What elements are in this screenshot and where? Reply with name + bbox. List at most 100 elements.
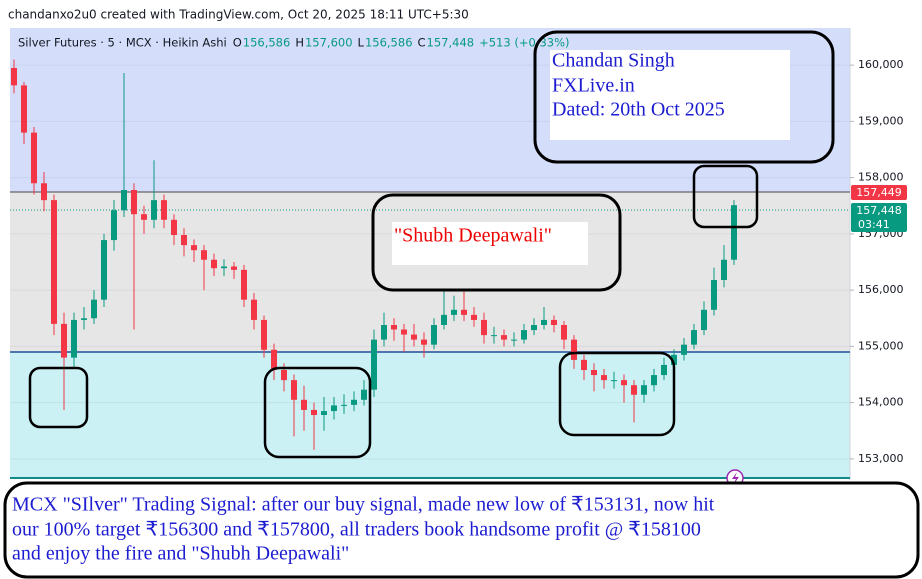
candle-body: [311, 409, 317, 415]
candle-body: [681, 344, 687, 355]
candle-body: [41, 183, 47, 201]
candle-body: [201, 250, 207, 260]
candle-body: [91, 299, 97, 319]
candle-body: [51, 200, 57, 324]
candle-body: [281, 370, 287, 381]
candle-body: [541, 319, 547, 325]
legend-value: 157,448: [427, 36, 475, 50]
price-axis: 153,000154,000155,000156,000157,000158,0…: [850, 58, 904, 465]
candle-body: [391, 325, 397, 330]
candle-body: [421, 339, 427, 345]
candle-body: [381, 325, 387, 340]
candle-body: [461, 309, 467, 315]
candle-body: [501, 335, 507, 340]
candle-body: [131, 190, 137, 215]
y-tick-label: 155,000: [858, 339, 904, 352]
price-label: 157,449: [856, 186, 902, 199]
y-tick-label: 153,000: [858, 452, 904, 465]
candle-body: [431, 325, 437, 345]
candle-body: [291, 380, 297, 400]
candle-body: [661, 364, 667, 376]
candle-body: [631, 385, 637, 395]
highlight-box: [558, 351, 676, 437]
signal-text: our 100% target ₹156300 and ₹157800, all…: [12, 519, 701, 541]
legend-value: 156,586: [365, 36, 413, 50]
candle-body: [191, 245, 197, 251]
price-label-box: [851, 185, 907, 200]
candle-body: [321, 411, 327, 415]
legend-key: L: [358, 36, 365, 50]
candle-body: [591, 370, 597, 376]
countdown: 03:41: [858, 218, 890, 231]
author-bg: [550, 50, 790, 140]
candle-body: [731, 205, 737, 260]
author-box: [533, 30, 835, 164]
y-tick-label: 160,000: [858, 58, 904, 71]
candle-body: [171, 219, 177, 235]
candle-body: [611, 380, 617, 382]
candle-body: [241, 269, 247, 300]
candle-body: [471, 314, 477, 320]
legend-change: +513 (+0.33%): [479, 36, 569, 50]
candle-body: [11, 67, 17, 86]
candle-body: [481, 319, 487, 336]
candle-body: [451, 309, 457, 315]
candle-body: [21, 85, 27, 133]
candle-body: [251, 299, 257, 320]
author-name: Chandan Singh: [552, 50, 675, 72]
candle-body: [301, 399, 307, 410]
candle-body: [671, 354, 677, 365]
candle-body: [401, 329, 407, 335]
signal-text: MCX "SIlver" Trading Signal: after our b…: [12, 494, 715, 516]
candle-body: [711, 280, 717, 310]
legend-key: H: [295, 36, 304, 50]
candle-body: [551, 319, 557, 325]
y-tick-label: 159,000: [858, 114, 904, 127]
signal-text: and enjoy the fire and "Shubh Deepawali": [12, 543, 349, 565]
candle-body: [221, 266, 227, 269]
candle-body: [651, 375, 657, 386]
candle-body: [181, 235, 187, 246]
candle-body: [111, 210, 117, 241]
candle-body: [371, 339, 377, 390]
y-tick-label: 158,000: [858, 171, 904, 184]
highlight-box: [692, 164, 759, 229]
candle-body: [161, 200, 167, 220]
candle-body: [211, 259, 217, 269]
candle-body: [61, 323, 67, 358]
y-tick-label: 156,000: [858, 283, 904, 296]
y-tick-label: 154,000: [858, 396, 904, 409]
candle-body: [231, 266, 237, 270]
candle-body: [351, 399, 357, 405]
legend-key: C: [418, 36, 426, 50]
candle-body: [271, 349, 277, 370]
candle-body: [411, 334, 417, 340]
candle-body: [141, 214, 147, 220]
candle-body: [31, 132, 37, 184]
candle-body: [521, 330, 527, 340]
highlight-box: [28, 366, 89, 429]
greeting-bg: [392, 222, 588, 265]
candle-body: [81, 318, 87, 320]
candle-body: [621, 380, 627, 386]
candle-body: [531, 325, 537, 331]
legend-value: 156,586: [243, 36, 291, 50]
candle-body: [571, 339, 577, 360]
candle-body: [561, 325, 567, 340]
candle-body: [151, 200, 157, 220]
author-site: FXLive.in: [552, 75, 635, 97]
candle-body: [511, 339, 517, 341]
candle-body: [341, 404, 347, 406]
candle-body: [701, 309, 707, 331]
candle-body: [601, 375, 607, 381]
last-price: 157,448: [856, 204, 902, 217]
candle-body: [261, 319, 267, 350]
candle-body: [71, 319, 77, 358]
greeting-box: [371, 193, 622, 292]
candle-body: [441, 314, 447, 325]
candle-body: [721, 259, 727, 280]
legend-value: 157,600: [305, 36, 353, 50]
candle-body: [121, 190, 127, 211]
highlight-box: [263, 366, 372, 459]
